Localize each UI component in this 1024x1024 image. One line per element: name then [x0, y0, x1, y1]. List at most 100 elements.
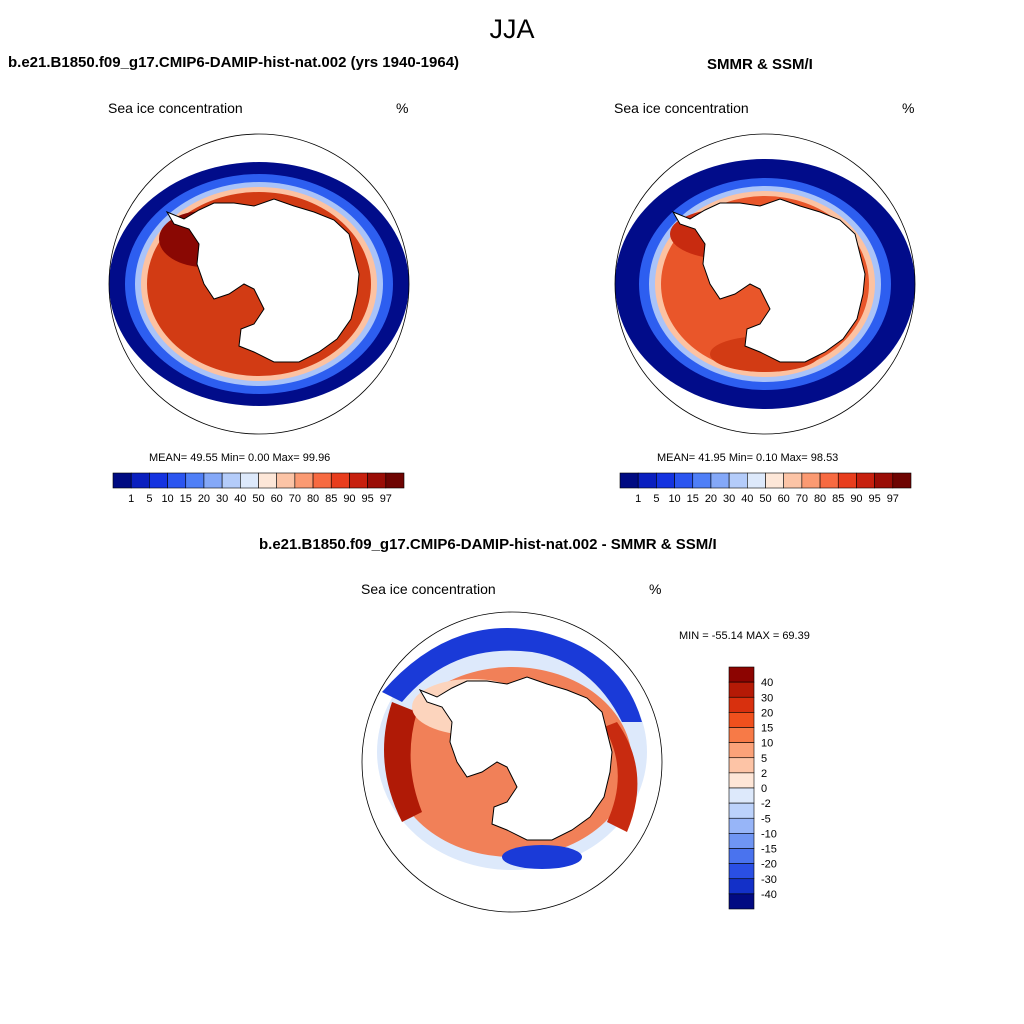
colorbar-diff-swatch: [728, 848, 755, 864]
panel-2-stats: MEAN= 41.95 Min= 0.10 Max= 98.53: [657, 452, 839, 464]
colorbar-diff-tick-label: 40: [761, 677, 773, 689]
colorbar-concentration-1: 1 5 10 15 20 30 40 50 60 70 80 85 90 95 97: [112, 472, 405, 505]
colorbar-diff-swatch: [728, 757, 755, 774]
colorbar-1-tick-label: 85: [325, 493, 337, 505]
colorbar-1-swatch: [203, 472, 223, 489]
colorbar-1-tick-label: 5: [146, 493, 152, 505]
colorbar-1-tick-label: 97: [380, 493, 392, 505]
colorbar-2-tick-label: 1: [635, 493, 641, 505]
colorbar-2-swatch: [728, 472, 748, 489]
colorbar-1-tick-label: 1: [128, 493, 134, 505]
colorbar-1-swatch: [130, 472, 150, 489]
colorbar-1-swatch: [276, 472, 296, 489]
colorbar-diff-tick-label: 30: [761, 692, 773, 704]
colorbar-2-tick-label: 30: [723, 493, 735, 505]
panel-2-variable: Sea ice concentration: [614, 100, 749, 116]
colorbar-2-swatch: [765, 472, 784, 489]
colorbar-diff-swatch: [728, 817, 755, 834]
colorbar-diff-swatch: [728, 666, 755, 683]
panel-2-units: %: [902, 100, 915, 116]
colorbar-2-swatch: [892, 472, 912, 489]
colorbar-2-swatch: [710, 472, 730, 489]
colorbar-2-swatch: [637, 472, 657, 489]
colorbar-1-swatch: [112, 472, 132, 489]
colorbar-2-tick-label: 97: [887, 493, 899, 505]
figure-title: JJA: [489, 14, 535, 44]
colorbar-diff-tick-label: -15: [761, 844, 777, 856]
colorbar-1-tick-label: 15: [180, 493, 192, 505]
panel-3-minmax: MIN = -55.14 MAX = 69.39: [679, 630, 810, 642]
colorbar-2-swatch: [874, 472, 894, 489]
colorbar-2-tick-label: 85: [832, 493, 844, 505]
colorbar-1-swatch: [185, 472, 205, 489]
colorbar-diff-tick-label: 20: [761, 707, 773, 719]
colorbar-2-tick-label: 40: [741, 493, 753, 505]
colorbar-diff-tick-label: 10: [761, 738, 773, 750]
colorbar-diff-tick-label: -2: [761, 798, 771, 810]
panel-1-stats: MEAN= 49.55 Min= 0.00 Max= 99.96: [149, 452, 331, 464]
colorbar-1-swatch: [149, 472, 168, 489]
colorbar-diff-swatch: [728, 681, 755, 698]
colorbar-diff-swatch: [728, 727, 755, 743]
colorbar-diff-swatch: [728, 863, 755, 880]
colorbar-1-tick-label: 70: [289, 493, 301, 505]
colorbar-1-tick-label: 40: [234, 493, 246, 505]
colorbar-2-swatch: [656, 472, 675, 489]
colorbar-2-swatch: [747, 472, 766, 489]
colorbar-diff-tick-label: -30: [761, 874, 777, 886]
colorbar-1-swatch: [294, 472, 314, 489]
panel-3-units: %: [649, 581, 662, 597]
colorbar-1-tick-label: 80: [307, 493, 319, 505]
colorbar-2-tick-label: 60: [778, 493, 790, 505]
panel-1-title: b.e21.B1850.f09_g17.CMIP6-DAMIP-hist-nat…: [8, 54, 460, 71]
colorbar-2-swatch: [692, 472, 712, 489]
colorbar-1-swatch: [167, 472, 187, 489]
diff-positive-east: [604, 722, 638, 832]
colorbar-diff-tick-label: -20: [761, 859, 777, 871]
colorbar-1-tick-label: 95: [362, 493, 374, 505]
colorbar-diff-swatch: [728, 893, 755, 910]
panel-3-variable: Sea ice concentration: [361, 581, 496, 597]
colorbar-2-tick-label: 70: [796, 493, 808, 505]
colorbar-1-tick-label: 30: [216, 493, 228, 505]
colorbar-1-tick-label: 10: [161, 493, 173, 505]
colorbar-diff-swatch: [728, 802, 755, 819]
colorbar-2-swatch: [856, 472, 875, 489]
colorbar-2-tick-label: 5: [653, 493, 659, 505]
colorbar-1-swatch: [312, 472, 332, 489]
colorbar-diff-tick-label: 0: [761, 783, 767, 795]
colorbar-1-swatch: [367, 472, 387, 489]
colorbar-1-tick-label: 90: [343, 493, 355, 505]
panel-3-title: b.e21.B1850.f09_g17.CMIP6-DAMIP-hist-nat…: [259, 536, 717, 553]
colorbar-1-tick-label: 60: [271, 493, 283, 505]
colorbar-2-swatch: [819, 472, 839, 489]
colorbar-2-tick-label: 50: [759, 493, 771, 505]
colorbar-diff-swatch: [728, 772, 755, 789]
colorbar-diff-swatch: [728, 712, 755, 728]
colorbar-diff-swatch: [728, 833, 755, 849]
colorbar-1-swatch: [330, 472, 350, 489]
colorbar-1-swatch: [385, 472, 405, 489]
colorbar-diff-swatch: [728, 742, 755, 759]
colorbar-diff-tick-label: -5: [761, 813, 771, 825]
panel-1-units: %: [396, 100, 409, 116]
colorbar-diff-tick-label: 2: [761, 768, 767, 780]
colorbar-diff-tick-label: 15: [761, 723, 773, 735]
panel-1-map: [108, 133, 410, 435]
colorbar-1-swatch: [240, 472, 259, 489]
colorbar-2-swatch: [674, 472, 694, 489]
colorbar-2-swatch: [619, 472, 639, 489]
colorbar-2-tick-label: 10: [668, 493, 680, 505]
colorbar-2-swatch: [783, 472, 803, 489]
diff-positive-west: [384, 702, 422, 822]
colorbar-diff-swatch: [728, 696, 755, 713]
colorbar-2-swatch: [837, 472, 857, 489]
colorbar-1-tick-label: 50: [252, 493, 264, 505]
colorbar-diff-tick-label: 5: [761, 753, 767, 765]
colorbar-1-swatch: [349, 472, 368, 489]
colorbar-2-tick-label: 80: [814, 493, 826, 505]
panel-2-title: SMMR & SSM/I: [707, 56, 813, 73]
colorbar-diff-swatch: [728, 787, 755, 804]
